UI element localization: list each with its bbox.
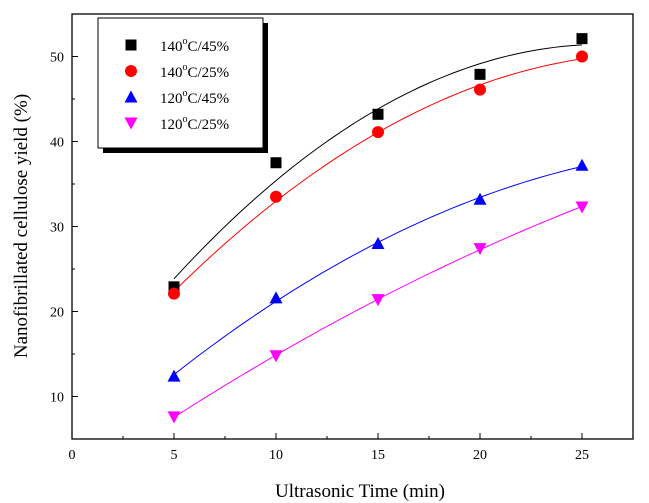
legend-label: 120oC/25% bbox=[160, 114, 229, 133]
data-points bbox=[167, 33, 589, 424]
legend-label: 140oC/45% bbox=[160, 36, 229, 55]
legend-label: 120oC/45% bbox=[160, 88, 229, 107]
data-point-series-4 bbox=[371, 294, 385, 307]
axes: 0 5 10 15 20 25 10 20 30 40 50 bbox=[50, 51, 589, 464]
legend-marker bbox=[125, 65, 137, 77]
x-tick-label: 15 bbox=[371, 448, 385, 463]
data-point-series-2 bbox=[474, 83, 486, 96]
data-point-series-3 bbox=[269, 291, 283, 304]
data-point-series-4 bbox=[269, 350, 283, 363]
legend-marker bbox=[124, 90, 138, 103]
x-axis-title: Ultrasonic Time (min) bbox=[275, 481, 445, 502]
x-tick-label: 20 bbox=[473, 448, 487, 463]
x-tick-label: 10 bbox=[269, 448, 283, 463]
data-point-series-2 bbox=[270, 190, 282, 203]
y-tick-label: 30 bbox=[50, 221, 64, 236]
data-point-series-2 bbox=[372, 126, 384, 139]
data-point-series-1 bbox=[474, 68, 486, 80]
data-point-series-4 bbox=[473, 243, 487, 256]
data-point-series-4 bbox=[575, 201, 589, 214]
y-tick-label: 20 bbox=[50, 306, 64, 321]
x-tick-label: 25 bbox=[575, 448, 589, 463]
legend: 140oC/45% 140oC/25% 120oC/45% 120oC/25% bbox=[97, 17, 268, 153]
data-point-series-3 bbox=[473, 192, 487, 205]
y-axis-title: Nanofibrillated cellulose yield (%) bbox=[11, 94, 32, 358]
data-point-series-1 bbox=[372, 108, 384, 120]
y-tick-label: 40 bbox=[50, 136, 64, 151]
y-tick-label: 10 bbox=[50, 391, 64, 406]
legend-marker bbox=[125, 39, 137, 51]
y-tick-label: 50 bbox=[50, 51, 64, 66]
fit-curve-series-3 bbox=[173, 165, 583, 375]
data-point-series-3 bbox=[371, 237, 385, 249]
x-tick-label: 0 bbox=[69, 448, 76, 463]
data-point-series-3 bbox=[575, 158, 589, 171]
legend-marker bbox=[124, 117, 138, 130]
legend-label: 140oC/25% bbox=[160, 62, 229, 81]
data-point-series-1 bbox=[168, 281, 180, 293]
data-point-series-4 bbox=[167, 411, 181, 424]
data-point-series-3 bbox=[167, 369, 181, 382]
data-point-series-2 bbox=[168, 287, 180, 300]
data-point-series-2 bbox=[576, 50, 588, 63]
data-point-series-1 bbox=[576, 33, 588, 45]
data-point-series-1 bbox=[270, 157, 282, 169]
x-tick-label: 5 bbox=[171, 448, 178, 463]
